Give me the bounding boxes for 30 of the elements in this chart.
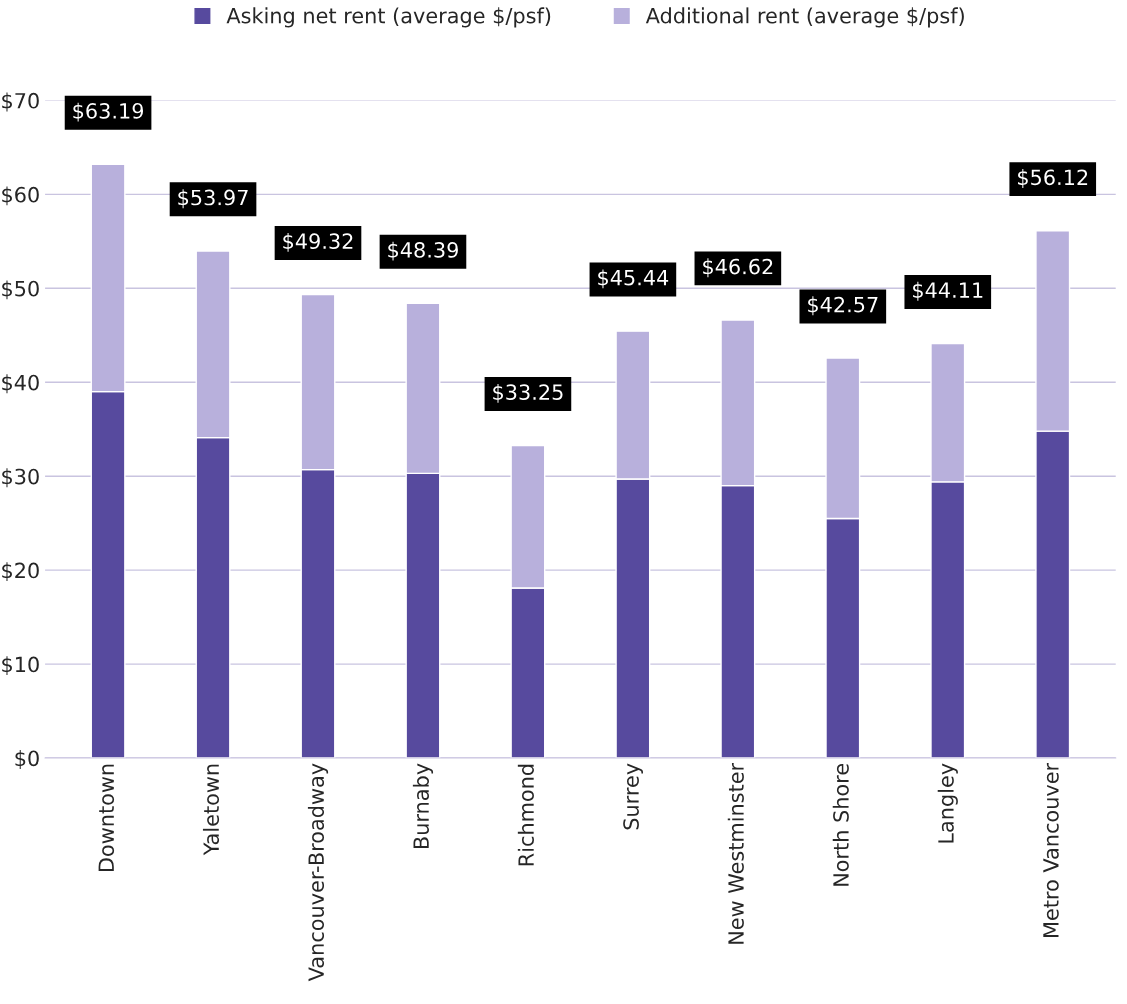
- y-tick-label: $20: [2, 562, 39, 582]
- y-tick-label: $30: [2, 468, 39, 488]
- total-label: $53.97: [178, 189, 248, 209]
- y-tick-label: $60: [2, 186, 39, 206]
- x-tick-label: Downtown: [98, 764, 115, 872]
- total-label: $33.25: [493, 383, 563, 403]
- legend-label: Asking net rent (average $/psf): [226, 7, 551, 28]
- y-tick-label: $50: [2, 280, 39, 300]
- y-tick-label: $0: [15, 750, 39, 769]
- x-tick-label: Metro Vancouver: [1043, 762, 1059, 937]
- x-tick-label: Burnaby: [412, 763, 434, 849]
- y-tick-label: $10: [2, 656, 39, 676]
- x-tick-label: Langley: [937, 763, 958, 843]
- y-tick-label: $70: [2, 92, 39, 112]
- total-label: $44.11: [913, 281, 983, 301]
- total-label: $48.39: [388, 241, 458, 261]
- x-tick-label: New Westminster: [727, 762, 744, 944]
- y-tick-label: $40: [2, 374, 39, 394]
- x-tick-label: Richmond: [517, 764, 534, 866]
- total-label: $46.62: [703, 258, 773, 278]
- total-label: $56.12: [1018, 169, 1088, 188]
- total-label: $49.32: [283, 232, 353, 252]
- x-tick-label: Yaletown: [202, 764, 220, 856]
- total-label: $63.19: [73, 102, 144, 122]
- total-label: $42.57: [808, 296, 878, 316]
- x-tick-label: Surrey: [623, 763, 643, 830]
- x-tick-label: Vancouver-Broadway: [307, 763, 329, 982]
- x-tick-label: North Shore: [832, 763, 849, 886]
- legend-label: Additional rent (average $/psf): [645, 7, 964, 28]
- total-label: $45.44: [598, 269, 669, 289]
